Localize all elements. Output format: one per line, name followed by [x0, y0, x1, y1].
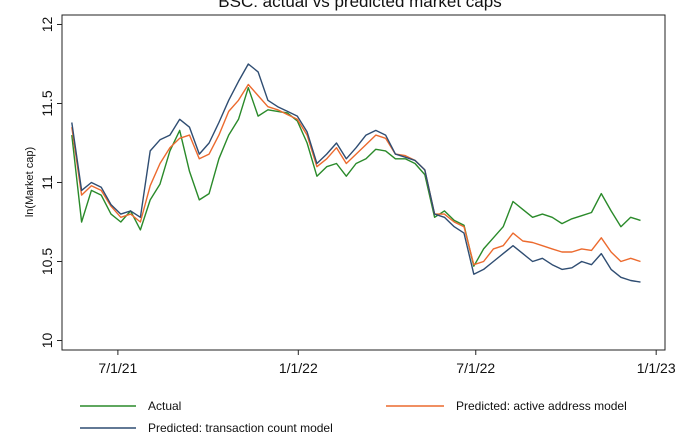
legend: Actual Predicted: active address model P…: [80, 399, 627, 435]
legend-label-active-address: Predicted: active address model: [456, 399, 627, 413]
y-tick-label: 11.5: [39, 90, 55, 116]
legend-label-actual: Actual: [148, 399, 181, 413]
y-tick-label: 11: [39, 175, 55, 190]
series-line-predicted-transaction-count-model: [71, 63, 641, 283]
chart-title: BSC: actual vs predicted market caps: [218, 0, 501, 11]
x-tick-label: 7/1/21: [98, 360, 137, 376]
y-tick-label: 10: [39, 333, 55, 349]
x-tick-label: 1/1/22: [279, 360, 318, 376]
plot-area-frame: [61, 14, 666, 351]
y-axis-label: ln(Market cap): [24, 147, 36, 217]
series-lines: [71, 63, 641, 283]
y-tick-label: 10.5: [39, 248, 55, 275]
x-axis: 7/1/21 1/1/22 7/1/22 1/1/23: [98, 350, 676, 376]
y-axis: 10 10.5 11 11.5 12: [39, 16, 62, 348]
series-line-predicted-active-address-model: [71, 83, 641, 266]
x-tick-label: 7/1/22: [456, 360, 495, 376]
x-tick-label: 1/1/23: [637, 360, 676, 376]
legend-label-transaction-count: Predicted: transaction count model: [148, 421, 333, 435]
series-line-actual: [71, 86, 641, 267]
y-tick-label: 12: [39, 16, 55, 32]
